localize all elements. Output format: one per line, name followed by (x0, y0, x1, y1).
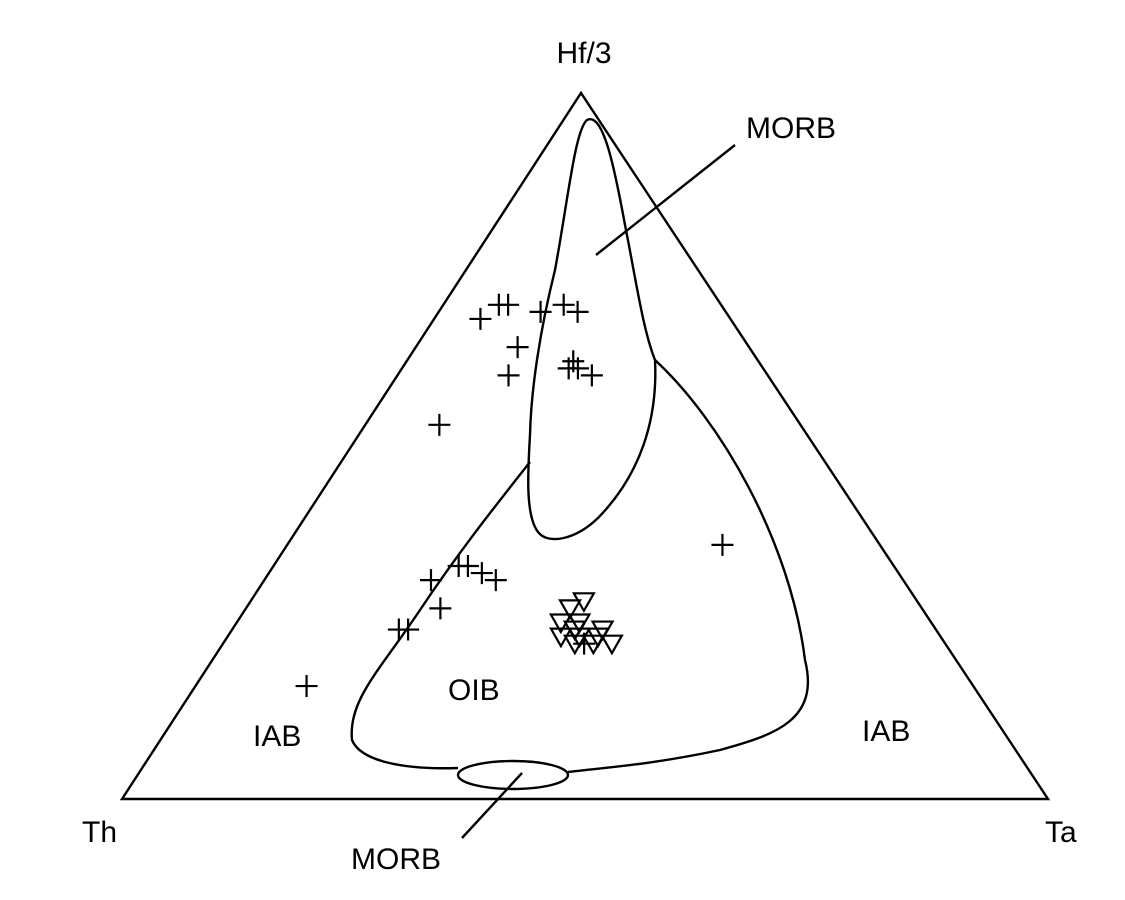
field-label-morb-lower: MORB (351, 843, 441, 876)
data-markers (295, 293, 734, 698)
morb-upper-leader (595, 144, 736, 256)
data-point-triangle-2 (571, 592, 596, 614)
vertex-label-th: Th (82, 816, 117, 849)
data-point-triangle-12 (562, 634, 587, 656)
data-point-cross-1 (469, 307, 492, 330)
data-point-cross-11 (566, 357, 589, 380)
data-point-triangle-1 (558, 599, 582, 621)
data-point-cross-18 (484, 569, 507, 592)
morb-lower-field-boundary (456, 759, 570, 791)
ternary-frame (119, 90, 1051, 801)
field-label-iab-right: IAB (862, 715, 910, 748)
data-point-cross-20 (429, 597, 452, 620)
data-point-cross-22 (397, 618, 420, 641)
data-point-cross-5 (552, 293, 575, 316)
data-point-cross-12 (580, 364, 603, 387)
vertex-label-ta: Ta (1045, 816, 1077, 849)
field-label-iab-left: IAB (253, 720, 301, 753)
data-point-cross-19 (419, 569, 442, 592)
morb-lower-leader (461, 772, 523, 839)
vertex-label-hf3: Hf/3 (556, 37, 611, 70)
data-point-cross-7 (506, 336, 529, 359)
data-point-triangle-11 (590, 620, 615, 642)
data-point-cross-16 (456, 555, 479, 578)
data-point-cross-8 (497, 364, 520, 387)
data-point-triangle-9 (600, 634, 624, 656)
data-point-cross-6 (566, 300, 589, 323)
data-point-cross-13 (428, 413, 451, 436)
oib-field-boundary (350, 359, 810, 774)
data-point-cross-14 (711, 533, 734, 556)
field-label-morb-upper: MORB (746, 112, 836, 145)
field-label-oib: OIB (448, 674, 500, 707)
data-point-cross-4 (529, 300, 552, 323)
morb-upper-field-boundary (527, 118, 657, 541)
data-point-cross-17 (470, 562, 493, 585)
data-point-cross-23 (295, 675, 318, 698)
data-point-cross-3 (487, 293, 510, 316)
